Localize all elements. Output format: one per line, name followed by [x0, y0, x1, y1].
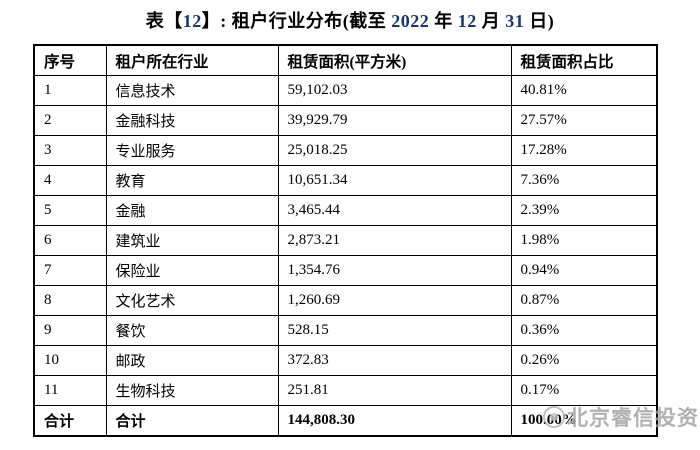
cell-area: 10,651.34 — [277, 165, 512, 196]
header-serial-number: 序号 — [33, 44, 107, 76]
cell-share: 0.87% — [510, 285, 658, 316]
title-table-number: 12 — [182, 11, 202, 31]
table-row: 4 教育 10,651.34 7.36% — [33, 165, 658, 196]
cell-industry: 邮政 — [105, 345, 279, 376]
header-tenant-industry: 租户所在行业 — [105, 44, 279, 76]
header-leased-area-share: 租赁面积占比 — [510, 44, 658, 76]
cell-share: 17.28% — [510, 135, 658, 166]
cell-share: 0.26% — [510, 345, 658, 376]
cell-industry: 文化艺术 — [105, 285, 279, 316]
cell-share: 40.81% — [510, 75, 658, 106]
cell-industry: 信息技术 — [105, 75, 279, 106]
cell-no: 10 — [33, 345, 107, 376]
cell-industry: 金融 — [105, 195, 279, 226]
cell-share: 1.98% — [510, 225, 658, 256]
table-row: 6 建筑业 2,873.21 1.98% — [33, 225, 658, 256]
title-segment: 】: 租户行业分布(截至 — [201, 11, 392, 31]
cell-no: 1 — [33, 75, 107, 106]
cell-share: 0.36% — [510, 315, 658, 346]
cell-area: 2,873.21 — [277, 225, 512, 256]
cell-no: 3 — [33, 135, 107, 166]
cell-area: 1,260.69 — [277, 285, 512, 316]
cell-area: 59,102.03 — [277, 75, 512, 106]
title-segment: 日) — [524, 11, 555, 31]
cell-share: 7.36% — [510, 165, 658, 196]
cell-industry: 餐饮 — [105, 315, 279, 346]
tenant-industry-table: 序号 租户所在行业 租赁面积(平方米) 租赁面积占比 1 信息技术 59,102… — [33, 44, 658, 437]
title-year: 2022 — [391, 11, 430, 31]
cell-area: 3,465.44 — [277, 195, 512, 226]
header-leased-area: 租赁面积(平方米) — [277, 44, 512, 76]
cell-industry: 生物科技 — [105, 375, 279, 406]
cell-area: 25,018.25 — [277, 135, 512, 166]
cell-industry: 保险业 — [105, 255, 279, 286]
table-title: 表【12】: 租户行业分布(截至 2022 年 12 月 31 日) — [0, 7, 700, 33]
cell-area: 251.81 — [277, 375, 512, 406]
cell-no: 11 — [33, 375, 107, 406]
total-area: 144,808.30 — [277, 405, 512, 437]
cell-industry: 教育 — [105, 165, 279, 196]
cell-share: 0.17% — [510, 375, 658, 406]
cell-no: 8 — [33, 285, 107, 316]
cell-no: 7 — [33, 255, 107, 286]
cell-area: 1,354.76 — [277, 255, 512, 286]
cell-no: 4 — [33, 165, 107, 196]
title-segment: 表【 — [145, 11, 183, 31]
table-row: 2 金融科技 39,929.79 27.57% — [33, 105, 658, 136]
title-month: 12 — [457, 11, 477, 31]
cell-area: 528.15 — [277, 315, 512, 346]
cell-share: 0.94% — [510, 255, 658, 286]
table-total-row: 合计 合计 144,808.30 100.00% — [33, 405, 658, 437]
total-share: 100.00% — [510, 405, 658, 437]
cell-area: 372.83 — [277, 345, 512, 376]
total-label: 合计 — [105, 405, 279, 437]
table-row: 11 生物科技 251.81 0.17% — [33, 375, 658, 406]
table-row: 8 文化艺术 1,260.69 0.87% — [33, 285, 658, 316]
title-day: 31 — [505, 11, 525, 31]
cell-share: 27.57% — [510, 105, 658, 136]
cell-no: 5 — [33, 195, 107, 226]
cell-no: 2 — [33, 105, 107, 136]
total-label: 合计 — [33, 405, 107, 437]
table-row: 10 邮政 372.83 0.26% — [33, 345, 658, 376]
table-row: 7 保险业 1,354.76 0.94% — [33, 255, 658, 286]
cell-share: 2.39% — [510, 195, 658, 226]
title-segment: 月 — [476, 11, 506, 31]
title-segment: 年 — [429, 11, 458, 31]
cell-area: 39,929.79 — [277, 105, 512, 136]
table-header-row: 序号 租户所在行业 租赁面积(平方米) 租赁面积占比 — [33, 44, 658, 76]
cell-no: 9 — [33, 315, 107, 346]
table-row: 9 餐饮 528.15 0.36% — [33, 315, 658, 346]
cell-industry: 专业服务 — [105, 135, 279, 166]
table-row: 1 信息技术 59,102.03 40.81% — [33, 75, 658, 106]
table-row: 5 金融 3,465.44 2.39% — [33, 195, 658, 226]
cell-industry: 金融科技 — [105, 105, 279, 136]
cell-industry: 建筑业 — [105, 225, 279, 256]
table-row: 3 专业服务 25,018.25 17.28% — [33, 135, 658, 166]
cell-no: 6 — [33, 225, 107, 256]
